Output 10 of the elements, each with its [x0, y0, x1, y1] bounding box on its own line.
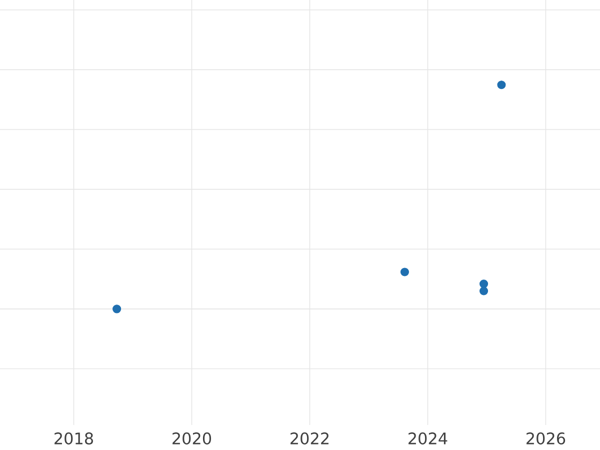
- point: [480, 280, 488, 288]
- x-tick-label: 2020: [172, 432, 212, 444]
- x-tick-label: 2026: [526, 432, 566, 444]
- point: [497, 80, 506, 90]
- x-tick-label: 2018: [54, 432, 93, 444]
- point: [480, 286, 488, 296]
- point: [112, 304, 122, 314]
- point: [400, 268, 409, 276]
- x-tick-label: 2024: [408, 432, 448, 444]
- x-tick-label: 2022: [290, 432, 328, 444]
